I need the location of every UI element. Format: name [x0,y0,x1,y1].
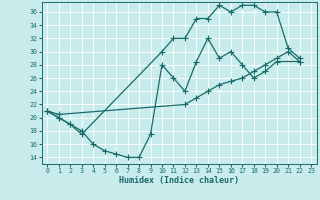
X-axis label: Humidex (Indice chaleur): Humidex (Indice chaleur) [119,176,239,185]
